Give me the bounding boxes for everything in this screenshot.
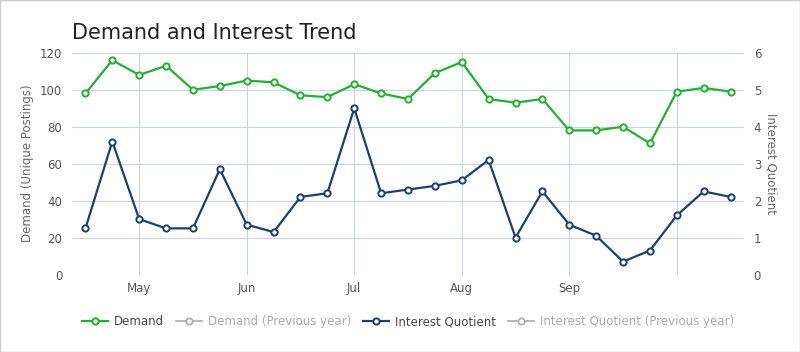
Demand [81, 92, 90, 96]
Demand [484, 97, 494, 101]
Interest Quotient [591, 234, 601, 238]
Demand [403, 97, 413, 101]
Interest Quotient [296, 195, 306, 199]
Demand [645, 141, 654, 145]
Interest Quotient [618, 259, 628, 264]
Y-axis label: Interest Quotient: Interest Quotient [765, 113, 778, 214]
Interest Quotient [188, 226, 198, 231]
Interest Quotient [672, 213, 682, 218]
Interest Quotient [269, 230, 278, 234]
Demand [538, 97, 547, 101]
Demand [591, 128, 601, 133]
Interest Quotient [538, 189, 547, 194]
Line: Interest Quotient: Interest Quotient [82, 105, 734, 265]
Demand [296, 93, 306, 98]
Interest Quotient [403, 187, 413, 191]
Demand [134, 73, 144, 77]
Interest Quotient [457, 178, 466, 182]
Demand [350, 82, 359, 86]
Y-axis label: Demand (Unique Postings): Demand (Unique Postings) [22, 85, 34, 243]
Demand [107, 58, 117, 62]
Interest Quotient [107, 139, 117, 144]
Demand [618, 125, 628, 129]
Demand [699, 86, 709, 90]
Demand [510, 101, 520, 105]
Demand [376, 92, 386, 96]
Interest Quotient [81, 226, 90, 231]
Demand [565, 128, 574, 133]
Interest Quotient [510, 235, 520, 240]
Demand [269, 80, 278, 84]
Interest Quotient [645, 249, 654, 253]
Interest Quotient [565, 222, 574, 227]
Demand [726, 89, 735, 94]
Demand [215, 84, 225, 88]
Interest Quotient [484, 158, 494, 162]
Interest Quotient [242, 222, 251, 227]
Legend: Demand, Demand (Previous year), Interest Quotient, Interest Quotient (Previous y: Demand, Demand (Previous year), Interest… [78, 312, 738, 332]
Demand [672, 89, 682, 94]
Interest Quotient [376, 191, 386, 195]
Interest Quotient [134, 217, 144, 221]
Demand [188, 88, 198, 92]
Demand [162, 64, 171, 68]
Demand [242, 78, 251, 83]
Demand [430, 71, 440, 75]
Text: Demand and Interest Trend: Demand and Interest Trend [72, 23, 357, 43]
Interest Quotient [215, 167, 225, 171]
Interest Quotient [430, 184, 440, 188]
Interest Quotient [699, 189, 709, 194]
Demand [322, 95, 332, 99]
Interest Quotient [162, 226, 171, 231]
Demand [457, 60, 466, 64]
Line: Demand: Demand [82, 57, 734, 146]
Interest Quotient [350, 106, 359, 111]
Interest Quotient [322, 191, 332, 195]
Interest Quotient [726, 195, 735, 199]
